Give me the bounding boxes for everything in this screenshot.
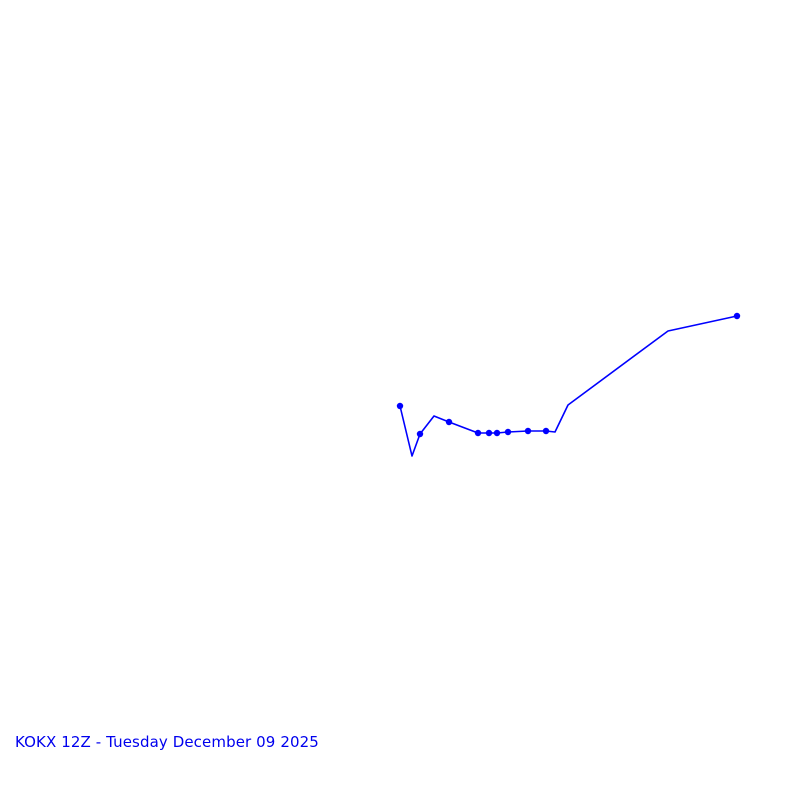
data-point-marker xyxy=(504,428,512,436)
data-point-marker xyxy=(416,430,424,438)
data-point-marker xyxy=(396,402,404,410)
data-point-marker xyxy=(485,429,493,437)
data-point-marker xyxy=(493,429,501,437)
figure-caption: KOKX 12Z - Tuesday December 09 2025 xyxy=(15,733,319,751)
data-point-marker xyxy=(733,312,741,320)
trace-marker-group xyxy=(396,312,741,438)
data-point-marker xyxy=(445,418,453,426)
data-point-marker xyxy=(474,429,482,437)
data-point-marker xyxy=(524,427,532,435)
data-point-marker xyxy=(542,427,550,435)
